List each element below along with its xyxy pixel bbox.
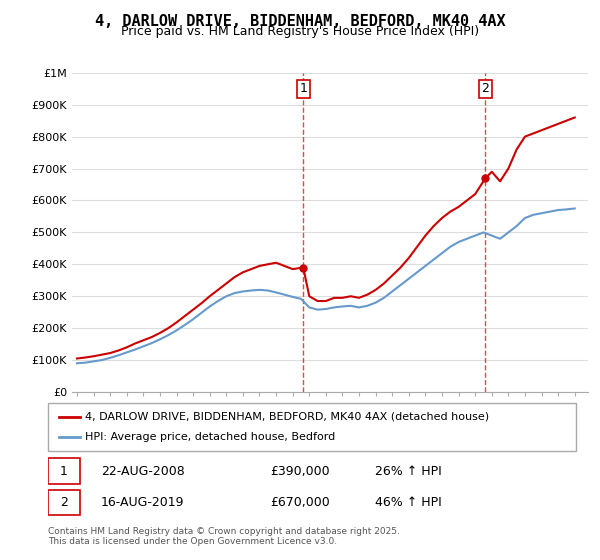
Text: 22-AUG-2008: 22-AUG-2008 — [101, 465, 185, 478]
Text: 1: 1 — [60, 465, 68, 478]
Text: £670,000: £670,000 — [270, 496, 329, 509]
Text: 16-AUG-2019: 16-AUG-2019 — [101, 496, 184, 509]
Text: 26% ↑ HPI: 26% ↑ HPI — [376, 465, 442, 478]
FancyBboxPatch shape — [48, 403, 576, 451]
Text: £390,000: £390,000 — [270, 465, 329, 478]
Text: 4, DARLOW DRIVE, BIDDENHAM, BEDFORD, MK40 4AX (detached house): 4, DARLOW DRIVE, BIDDENHAM, BEDFORD, MK4… — [85, 412, 489, 422]
Text: Contains HM Land Registry data © Crown copyright and database right 2025.
This d: Contains HM Land Registry data © Crown c… — [48, 526, 400, 546]
Text: HPI: Average price, detached house, Bedford: HPI: Average price, detached house, Bedf… — [85, 432, 335, 442]
Text: 2: 2 — [482, 82, 490, 95]
Text: 4, DARLOW DRIVE, BIDDENHAM, BEDFORD, MK40 4AX: 4, DARLOW DRIVE, BIDDENHAM, BEDFORD, MK4… — [95, 14, 505, 29]
FancyBboxPatch shape — [48, 458, 80, 484]
Text: 46% ↑ HPI: 46% ↑ HPI — [376, 496, 442, 509]
Text: Price paid vs. HM Land Registry's House Price Index (HPI): Price paid vs. HM Land Registry's House … — [121, 25, 479, 38]
FancyBboxPatch shape — [48, 490, 80, 515]
Text: 1: 1 — [299, 82, 307, 95]
Text: 2: 2 — [60, 496, 68, 509]
